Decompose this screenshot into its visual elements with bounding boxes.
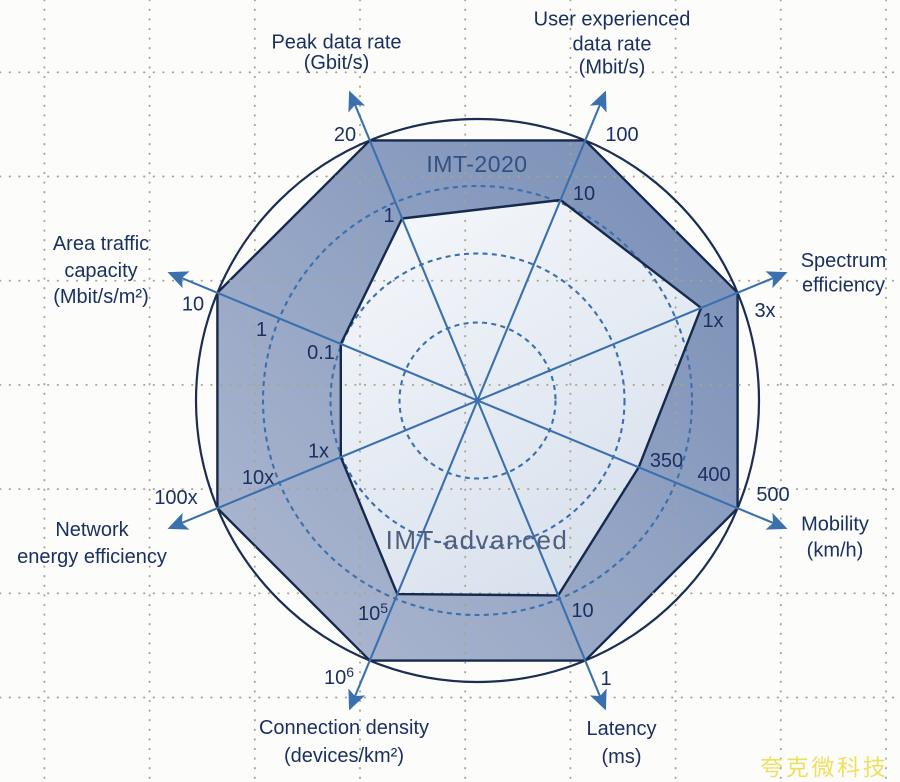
svg-text:Connection density: Connection density	[259, 717, 429, 739]
svg-text:User experienced: User experienced	[534, 9, 691, 31]
svg-text:(Mbit/s/m²): (Mbit/s/m²)	[53, 286, 149, 308]
svg-text:Network: Network	[55, 519, 129, 541]
svg-text:efficiency: efficiency	[802, 275, 885, 297]
svg-text:0.1: 0.1	[307, 342, 335, 364]
svg-text:1: 1	[600, 668, 611, 690]
svg-text:Spectrum: Spectrum	[801, 250, 887, 272]
svg-text:energy efficiency: energy efficiency	[17, 546, 167, 568]
svg-text:350: 350	[650, 450, 683, 472]
svg-text:IMT-advanced: IMT-advanced	[386, 525, 569, 555]
svg-text:Latency: Latency	[586, 718, 656, 740]
svg-text:3x: 3x	[754, 300, 775, 322]
svg-text:(Gbit/s): (Gbit/s)	[304, 52, 370, 74]
svg-text:Area traffic: Area traffic	[53, 233, 149, 255]
svg-text:100x: 100x	[154, 487, 197, 509]
svg-text:(ms): (ms)	[602, 746, 642, 768]
svg-text:1x: 1x	[702, 310, 723, 332]
svg-text:10x: 10x	[242, 467, 274, 489]
svg-text:400: 400	[697, 464, 730, 486]
svg-text:(devices/km²): (devices/km²)	[284, 745, 404, 767]
svg-text:10: 10	[182, 294, 204, 316]
svg-text:20: 20	[334, 124, 356, 146]
svg-text:10: 10	[571, 600, 593, 622]
svg-text:capacity: capacity	[64, 260, 137, 282]
svg-text:10: 10	[573, 183, 595, 205]
svg-text:Peak data rate: Peak data rate	[271, 32, 401, 54]
svg-text:Mobility: Mobility	[801, 514, 869, 536]
svg-text:IMT-2020: IMT-2020	[426, 151, 527, 177]
svg-text:1: 1	[383, 205, 394, 227]
svg-text:1x: 1x	[308, 441, 329, 463]
svg-text:100: 100	[605, 124, 638, 146]
svg-text:(km/h): (km/h)	[807, 540, 864, 562]
svg-text:data rate: data rate	[573, 34, 652, 56]
svg-text:1: 1	[256, 319, 267, 341]
svg-text:(Mbit/s): (Mbit/s)	[579, 57, 646, 79]
svg-text:500: 500	[756, 484, 789, 506]
